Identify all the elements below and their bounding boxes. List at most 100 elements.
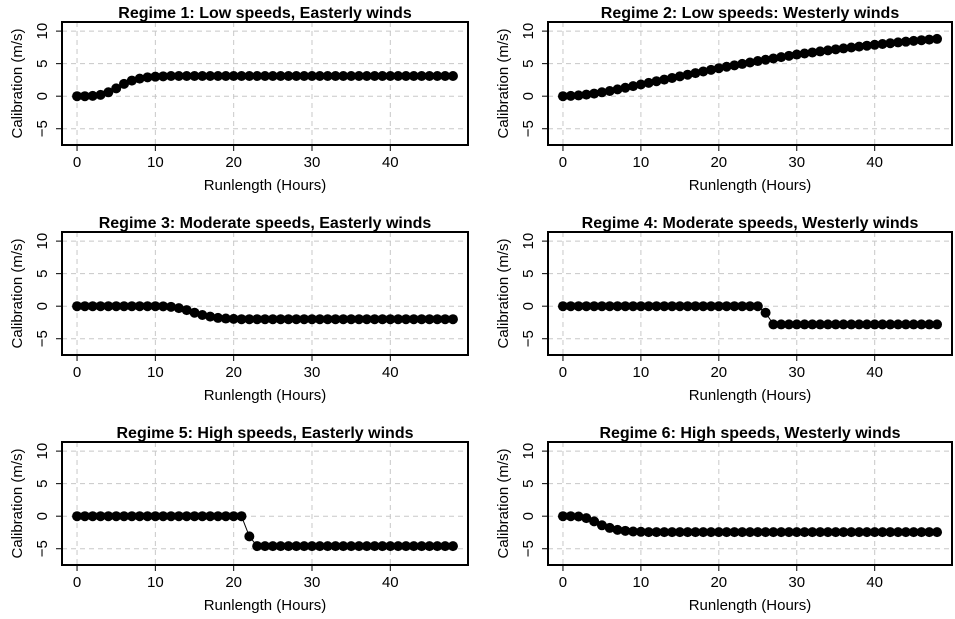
- data-point: [244, 531, 255, 542]
- data-point: [596, 87, 607, 98]
- data-point: [698, 301, 709, 312]
- data-point: [440, 71, 451, 82]
- data-point: [643, 77, 654, 88]
- data-point: [721, 61, 732, 72]
- x-axis-label: Runlength (Hours): [204, 597, 327, 614]
- data-point: [306, 71, 317, 82]
- data-point: [620, 82, 631, 93]
- data-point: [126, 301, 137, 312]
- data-point: [869, 319, 880, 330]
- y-tick-label: 10: [520, 233, 537, 250]
- data-point: [908, 527, 919, 538]
- data-point: [924, 34, 935, 45]
- data-point: [791, 49, 802, 60]
- y-tick-label: 5: [34, 59, 51, 67]
- chart-title: Regime 1: Low speeds, Easterly winds: [118, 5, 412, 22]
- data-point: [416, 541, 427, 552]
- data-point: [908, 319, 919, 330]
- data-point: [885, 38, 896, 49]
- x-tick-label: 20: [710, 574, 727, 591]
- data-point: [830, 527, 841, 538]
- x-tick-label: 0: [559, 154, 567, 171]
- data-point: [713, 527, 724, 538]
- x-axis-label: Runlength (Hours): [689, 387, 812, 404]
- data-point: [924, 319, 935, 330]
- data-point: [659, 527, 670, 538]
- data-point: [612, 524, 623, 535]
- data-point: [698, 66, 709, 77]
- data-point: [838, 527, 849, 538]
- plot-frame: [61, 231, 469, 356]
- data-point: [400, 314, 411, 325]
- data-point: [737, 301, 748, 312]
- data-point: [893, 319, 904, 330]
- data-point: [275, 71, 286, 82]
- data-point: [447, 314, 458, 325]
- data-point: [667, 301, 678, 312]
- data-point: [72, 301, 83, 312]
- data-point: [822, 527, 833, 538]
- panel: Regime 1: Low speeds, Easterly winds 0 10 2…: [9, 5, 469, 194]
- data-point: [635, 526, 646, 537]
- x-tick-label: 20: [225, 364, 242, 381]
- data-point: [432, 71, 443, 82]
- data-point: [651, 527, 662, 538]
- x-axis-label: Runlength (Hours): [204, 387, 327, 404]
- data-point: [573, 90, 584, 101]
- x-tick-label: 10: [633, 364, 650, 381]
- data-point: [651, 76, 662, 87]
- data-point: [400, 541, 411, 552]
- data-point: [197, 71, 208, 82]
- plot-frame: [547, 231, 953, 356]
- y-tick-label: 5: [520, 59, 537, 67]
- data-point: [338, 541, 349, 552]
- data-point: [158, 301, 169, 312]
- data-point: [854, 527, 865, 538]
- data-point: [447, 541, 458, 552]
- data-point: [346, 541, 357, 552]
- data-point: [150, 511, 161, 522]
- data-point: [150, 301, 161, 312]
- data-point: [291, 314, 302, 325]
- y-tick-label: 0: [520, 92, 537, 100]
- data-point: [275, 541, 286, 552]
- data-point: [189, 307, 200, 318]
- panel: Regime 6: High speeds, Westerly winds 0 10…: [495, 425, 953, 614]
- data-point: [706, 64, 717, 75]
- data-point: [565, 301, 576, 312]
- data-point: [142, 72, 153, 83]
- data-point: [87, 301, 98, 312]
- x-tick-label: 30: [788, 154, 805, 171]
- panel: Regime 2: Low speeds: Westerly winds 0 10 2…: [495, 5, 953, 194]
- x-axis-label: Runlength (Hours): [689, 597, 812, 614]
- data-point: [745, 57, 755, 68]
- data-point: [900, 319, 911, 330]
- data-point: [628, 301, 639, 312]
- data-point: [87, 90, 98, 101]
- data-point: [361, 314, 372, 325]
- data-point: [385, 314, 396, 325]
- data-point: [385, 71, 396, 82]
- x-tick-label: 40: [866, 154, 883, 171]
- data-point: [651, 301, 662, 312]
- data-point: [573, 301, 584, 312]
- data-point: [729, 60, 740, 71]
- data-point: [408, 71, 419, 82]
- data-point: [760, 527, 771, 538]
- y-tick-label: −5: [34, 330, 51, 347]
- x-tick-label: 0: [559, 364, 567, 381]
- data-point: [869, 39, 880, 50]
- data-point: [158, 511, 169, 522]
- data-point: [822, 319, 833, 330]
- y-tick-label: 10: [34, 23, 51, 40]
- x-tick-label: 30: [788, 574, 805, 591]
- data-point: [408, 541, 419, 552]
- data-point: [213, 312, 224, 323]
- data-point: [791, 527, 802, 538]
- data-point: [213, 71, 224, 82]
- data-point: [721, 301, 732, 312]
- data-point: [299, 541, 310, 552]
- x-tick-label: 0: [73, 574, 81, 591]
- data-point: [361, 71, 372, 82]
- data-point: [197, 309, 208, 320]
